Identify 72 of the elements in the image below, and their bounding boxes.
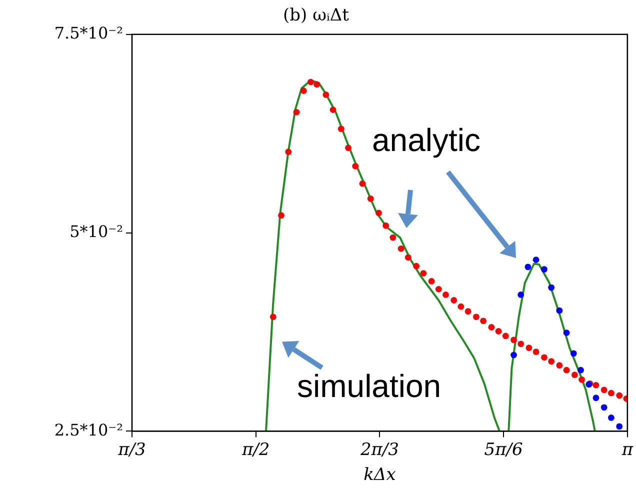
point: [345, 144, 352, 152]
point: [541, 266, 548, 273]
point: [563, 330, 570, 336]
x-tick-label: 2π/3: [359, 440, 399, 460]
point: [458, 303, 464, 310]
point: [428, 278, 435, 284]
point: [293, 108, 300, 116]
point: [382, 222, 390, 229]
x-axis-title: kΔx: [364, 465, 396, 486]
point: [563, 366, 570, 374]
point: [571, 372, 578, 378]
x-tick-label: π/2: [240, 440, 270, 460]
point: [435, 286, 442, 292]
point: [570, 350, 577, 357]
point: [420, 270, 427, 276]
point: [592, 382, 600, 388]
point: [532, 348, 540, 356]
point: [578, 376, 585, 383]
point: [314, 81, 320, 88]
x-tick-label: π/3: [117, 440, 146, 460]
point: [278, 212, 284, 219]
point: [548, 284, 554, 291]
point: [495, 328, 502, 334]
point: [616, 392, 623, 399]
point: [464, 308, 472, 315]
point: [600, 404, 608, 411]
point: [367, 195, 374, 202]
point: [376, 210, 382, 216]
y-tick-label: 2.5*10⁻²: [54, 420, 123, 440]
point: [600, 386, 608, 394]
point: [608, 414, 614, 421]
point: [526, 344, 532, 352]
point: [532, 256, 540, 263]
point: [285, 148, 292, 156]
point: [518, 292, 524, 298]
point: [480, 318, 486, 324]
point: [556, 307, 563, 314]
point: [488, 324, 495, 330]
point: [510, 336, 517, 344]
point: [548, 358, 554, 365]
point: [338, 126, 344, 132]
point: [524, 264, 532, 270]
y-tick-label: 7.5*10⁻²: [54, 24, 123, 43]
point: [556, 362, 563, 369]
point: [359, 180, 366, 187]
point: [352, 162, 359, 170]
chart-title: (b) ωᵢΔt: [283, 6, 350, 26]
point: [442, 292, 449, 298]
point: [510, 352, 517, 358]
point: [450, 297, 458, 304]
point: [330, 106, 336, 113]
y-tick-label: 5*10⁻²: [70, 222, 123, 241]
point: [413, 262, 420, 270]
point: [541, 354, 548, 361]
point: [322, 92, 330, 98]
point: [592, 394, 600, 402]
point: [502, 332, 509, 340]
point: [578, 366, 584, 374]
point: [390, 234, 396, 241]
point: [270, 314, 276, 320]
point: [616, 423, 623, 430]
x-tick-label: π: [620, 440, 634, 460]
point: [307, 78, 314, 86]
point: [472, 314, 480, 320]
point: [398, 245, 404, 252]
point: [608, 390, 614, 396]
point: [404, 254, 412, 261]
x-tick-label: 5π/6: [484, 440, 524, 460]
annotation: analytic: [372, 122, 480, 159]
annotation: simulation: [297, 368, 442, 405]
point: [300, 88, 307, 94]
point: [518, 340, 524, 348]
